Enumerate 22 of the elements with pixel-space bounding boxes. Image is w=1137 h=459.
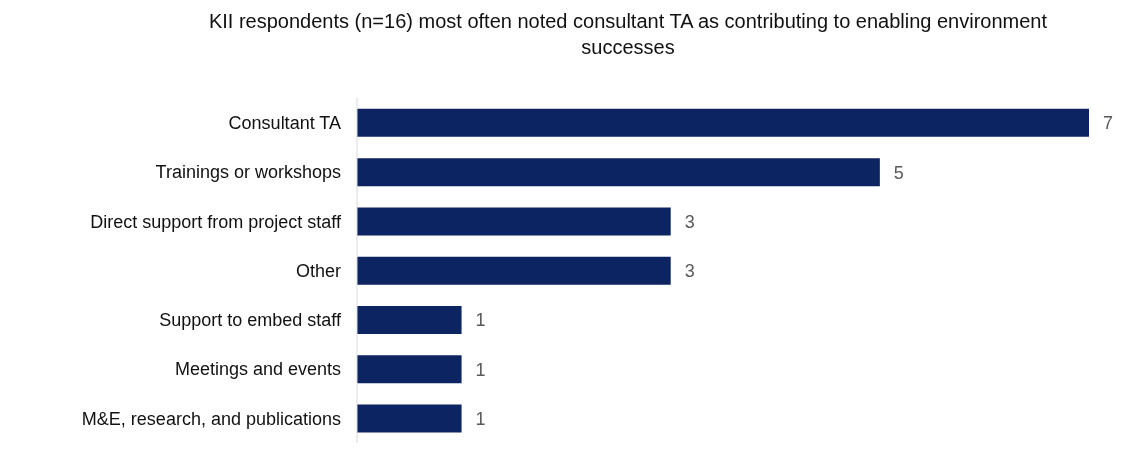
chart-title: KII respondents (n=16) most often noted consultant TA as contributing to enabling environment successes [207, 9, 1049, 60]
bar [357, 305, 462, 334]
data-label: 5 [893, 162, 904, 183]
y-tick-label: Other [295, 260, 341, 281]
y-tick-label: Support to embed staff [159, 310, 342, 331]
bar [357, 108, 1089, 137]
data-label: 1 [475, 408, 486, 429]
y-tick-label: Meetings and events [174, 359, 341, 380]
y-tick-label: Consultant TA [228, 113, 341, 134]
bar [357, 355, 462, 384]
data-label: 3 [684, 211, 695, 232]
data-label: 3 [684, 261, 695, 282]
bar [357, 207, 671, 236]
data-label: 1 [475, 359, 486, 380]
bar [357, 256, 671, 285]
data-label: 7 [1103, 113, 1114, 134]
y-tick-label: M&E, research, and publications [81, 408, 341, 429]
bar [357, 158, 880, 187]
data-label: 1 [475, 310, 486, 331]
y-tick-label: Trainings or workshops [155, 162, 341, 183]
bar [357, 404, 462, 433]
y-tick-label: Direct support from project staff [90, 211, 342, 232]
